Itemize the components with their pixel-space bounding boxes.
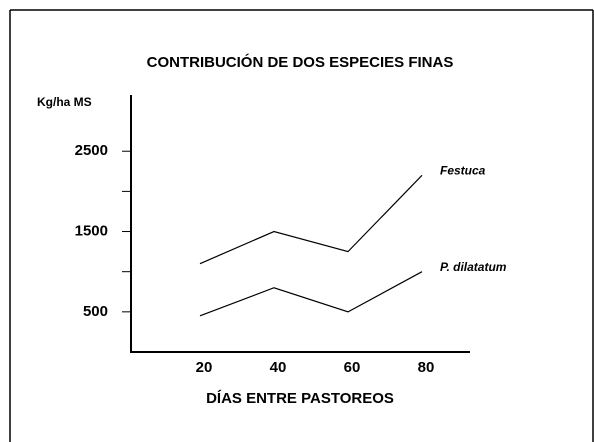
series-label: Festuca <box>440 163 486 177</box>
series-line <box>199 174 423 265</box>
chart-title: CONTRIBUCIÓN DE DOS ESPECIES FINAS <box>147 53 454 71</box>
y-tick-label: 500 <box>83 303 108 320</box>
series-line <box>199 271 423 317</box>
series-label: P. dilatatum <box>440 260 507 274</box>
y-axis-label: Kg/ha MS <box>37 95 92 109</box>
x-tick-label: 60 <box>344 359 361 376</box>
x-tick-label: 80 <box>418 359 435 376</box>
x-tick-label: 20 <box>196 359 213 376</box>
x-axis-label: DÍAS ENTRE PASTOREOS <box>206 390 394 407</box>
x-tick-label: 40 <box>270 359 287 376</box>
y-tick-label: 2500 <box>75 142 108 159</box>
y-tick-label: 1500 <box>75 223 108 240</box>
